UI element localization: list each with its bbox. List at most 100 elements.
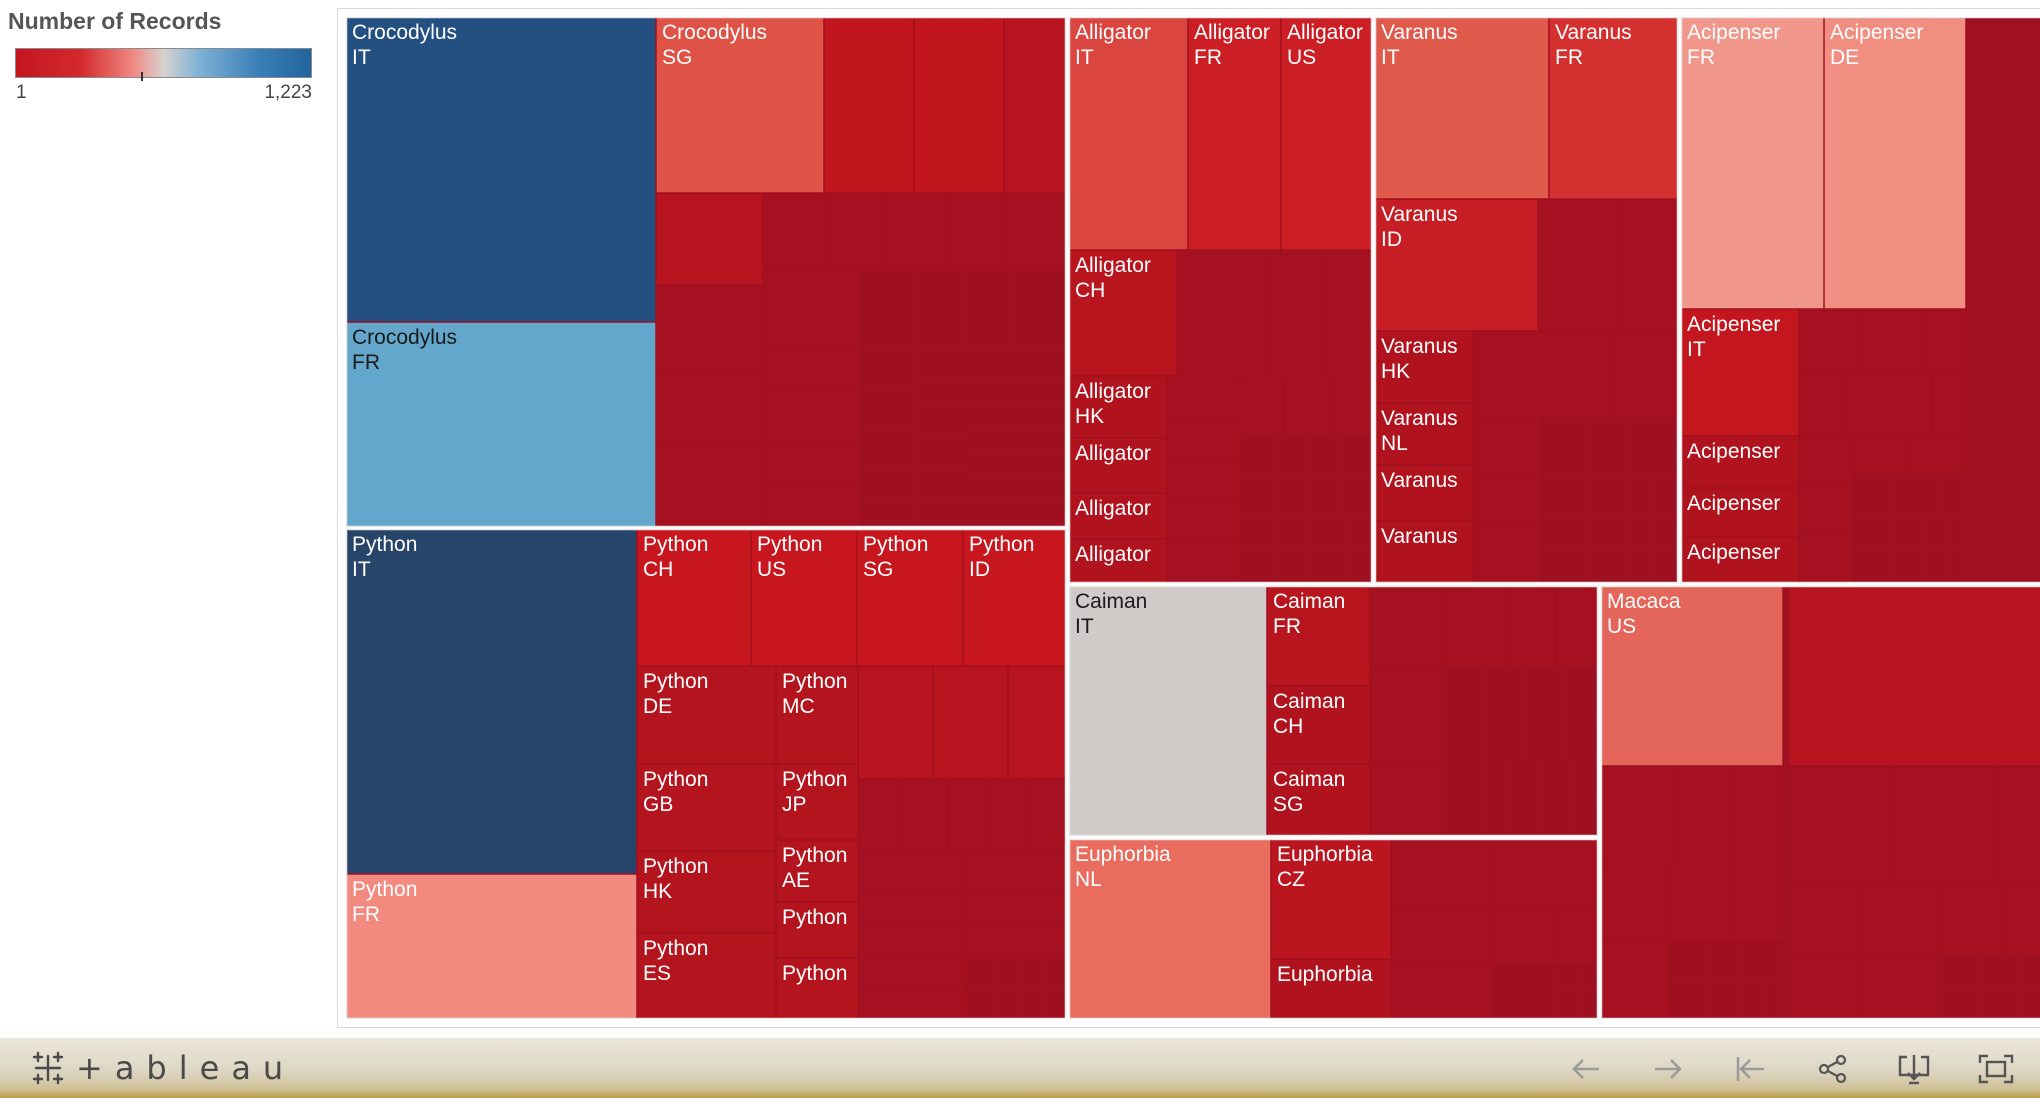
treemap-tile[interactable] [1995,766,2040,886]
treemap-tile[interactable] [2022,954,2040,987]
treemap-tile[interactable] [763,271,861,347]
treemap-tile[interactable] [1601,942,1669,1019]
treemap-tile[interactable] [1763,982,1783,1019]
treemap-tile[interactable] [966,959,994,989]
treemap-cell[interactable] [1069,17,1188,250]
treemap-tile[interactable] [1863,309,1921,373]
treemap-tile[interactable] [1370,800,1441,836]
treemap-tile[interactable] [912,925,966,959]
treemap-tile[interactable] [989,779,1029,851]
treemap-tile[interactable] [763,347,861,391]
treemap-tile[interactable] [1921,309,1966,373]
treemap-tile[interactable] [1669,942,1709,982]
treemap-cell[interactable] [1069,250,1177,376]
treemap-tile[interactable] [963,271,1015,347]
treemap-tile[interactable] [1893,766,1995,886]
treemap-tile[interactable] [858,959,912,989]
treemap-tile[interactable] [966,851,1016,891]
treemap-tile[interactable] [1863,954,1937,1019]
treemap-tile[interactable] [824,17,914,193]
treemap-tile[interactable] [914,17,1004,193]
treemap-tile[interactable] [1491,907,1553,963]
treemap-tile[interactable] [858,666,933,779]
treemap-tile[interactable] [1851,433,1909,473]
treemap-tile[interactable] [1539,479,1585,514]
treemap-tile[interactable] [968,501,992,527]
treemap-tile[interactable] [1481,760,1511,800]
treemap-tile[interactable] [1167,543,1240,583]
treemap-tile[interactable] [1601,766,1673,864]
treemap-tile[interactable] [912,851,966,891]
treemap-tile[interactable] [992,347,1016,377]
treemap-tile[interactable] [933,666,1008,779]
treemap-tile[interactable] [1631,479,1654,514]
fullscreen-button[interactable] [1978,1052,2014,1086]
treemap-tile[interactable] [656,285,763,369]
treemap-tile[interactable] [1909,433,1966,473]
treemap-tile[interactable] [1273,513,1306,548]
treemap-tile[interactable] [1511,760,1541,800]
treemap-tile[interactable] [1937,886,2002,954]
treemap-tile[interactable] [763,485,861,527]
treemap-tile[interactable] [1654,479,1678,514]
treemap-tile[interactable] [1743,982,1763,1019]
treemap-tile[interactable] [1538,199,1619,331]
treemap-tile[interactable] [1937,954,1982,987]
treemap-cell[interactable] [1681,17,1824,309]
treemap-tile[interactable] [1556,586,1598,666]
treemap-cell[interactable] [656,17,824,193]
treemap-cell[interactable] [1267,686,1370,764]
treemap-tile[interactable] [1473,523,1539,583]
treemap-tile[interactable] [1273,434,1306,476]
treemap-tile[interactable] [1552,331,1613,417]
treemap-tile[interactable] [1526,666,1566,720]
treemap-tile[interactable] [1370,764,1441,800]
treemap-tile[interactable] [1016,347,1040,377]
treemap-tile[interactable] [1709,982,1743,1019]
treemap-tile[interactable] [1306,434,1339,476]
treemap-tile[interactable] [1040,501,1066,527]
treemap-tile[interactable] [1799,533,1851,583]
treemap-tile[interactable] [1585,417,1631,479]
treemap-cell[interactable] [1375,17,1549,199]
treemap-tile[interactable] [1669,982,1709,1019]
treemap-tile[interactable] [1016,475,1040,501]
treemap-tile[interactable] [1040,403,1066,427]
treemap-tile[interactable] [1306,548,1328,583]
treemap-tile[interactable] [918,467,968,497]
treemap-tile[interactable] [1541,800,1569,836]
treemap-tile[interactable] [918,407,968,437]
treemap-cell[interactable] [1069,376,1167,438]
treemap-tile[interactable] [861,431,918,467]
treemap-cell[interactable] [1069,586,1267,836]
treemap-tile[interactable] [1350,548,1372,583]
treemap-tile[interactable] [1441,720,1481,760]
treemap-tile[interactable] [918,437,968,467]
treemap-cell[interactable] [346,874,637,1019]
treemap-cell[interactable] [1375,521,1473,583]
treemap-tile[interactable] [1585,479,1631,514]
treemap-cell[interactable] [751,529,857,666]
treemap-tile[interactable] [966,925,1016,959]
treemap-tile[interactable] [825,193,885,271]
treemap-tile[interactable] [912,891,966,925]
treemap-tile[interactable] [968,403,992,427]
treemap-cell[interactable] [776,666,858,764]
revert-button[interactable] [1732,1052,1768,1086]
treemap-tile[interactable] [1577,963,1598,991]
treemap-tile[interactable] [1925,548,1946,583]
treemap-tile[interactable] [1391,961,1491,1019]
treemap-tile[interactable] [1016,403,1040,427]
treemap-cell[interactable] [346,529,637,874]
redo-button[interactable] [1650,1052,1686,1086]
treemap-tile[interactable] [1370,666,1441,720]
treemap-tile[interactable] [1577,991,1598,1019]
treemap-tile[interactable] [656,193,763,285]
treemap-tile[interactable] [945,193,1005,271]
treemap-tile[interactable] [968,347,992,377]
treemap-tile[interactable] [1016,891,1066,925]
treemap-tile[interactable] [1042,989,1066,1019]
treemap-tile[interactable] [1673,766,1731,864]
treemap-tile[interactable] [1042,959,1066,989]
treemap-tile[interactable] [858,891,912,925]
